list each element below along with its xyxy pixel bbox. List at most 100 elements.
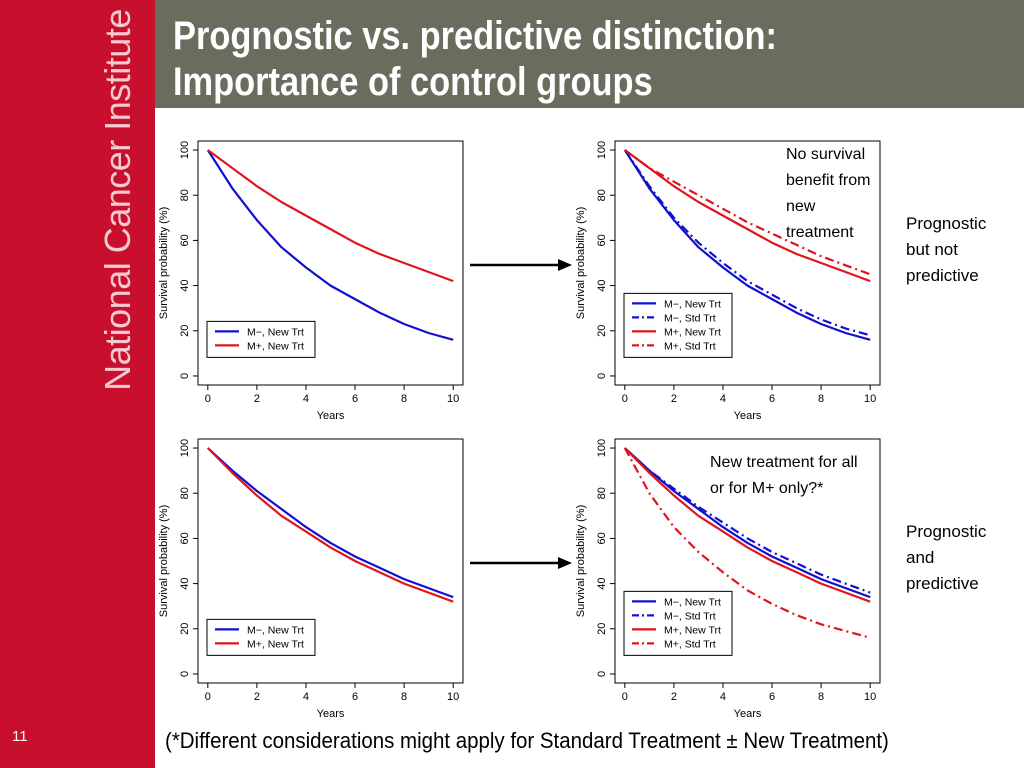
series-line [206,149,454,341]
legend-label: M−, New Trt [664,298,721,310]
arrow-right-icon [470,557,572,569]
x-axis-label: Years [317,708,345,718]
y-tick-label: 0 [596,373,608,379]
legend-label: M−, Std Trt [664,312,716,324]
series-line [624,447,871,603]
y-tick-label: 80 [596,189,608,201]
x-tick-label: 4 [303,691,309,703]
plot-frame [197,140,464,386]
y-tick-label: 100 [596,439,608,457]
legend-box [206,320,316,358]
slide-title-line-2: Importance of control groups [173,60,653,104]
y-axis-label: Survival probability (%) [575,207,587,319]
x-tick-label: 2 [254,393,260,405]
y-tick-label: 60 [596,532,608,544]
y-tick-label: 0 [179,671,191,677]
y-tick-label: 40 [596,279,608,291]
y-tick-label: 100 [596,141,608,159]
legend-box [206,618,316,656]
y-tick-label: 80 [179,487,191,499]
footnote: (*Different considerations might apply f… [165,728,889,753]
x-tick-label: 6 [769,691,775,703]
y-tick-label: 100 [179,141,191,159]
y-tick-label: 40 [179,279,191,291]
plot-frame [614,140,881,386]
series-line [624,149,871,283]
x-tick-label: 0 [622,691,628,703]
x-axis-label: Years [317,410,345,420]
conclusion-prognostic-not-predictive: Prognostic but not predictive [906,214,987,285]
y-tick-label: 20 [596,325,608,337]
y-tick-label: 80 [179,189,191,201]
y-tick-label: 20 [179,325,191,337]
plot-frame [197,438,464,684]
legend-label: M+, New Trt [247,340,304,352]
legend-label: M−, Std Trt [664,610,716,622]
legend-label: M+, Std Trt [664,638,716,650]
series-line [623,447,871,639]
y-axis-label: Survival probability (%) [158,505,170,617]
legend-label: M−, New Trt [247,326,304,338]
series-line [624,447,871,594]
series-line [207,447,454,603]
slide-header: Prognostic vs. predictive distinction: I… [155,0,1024,108]
x-tick-label: 4 [720,691,726,703]
arrow-right-icon [470,259,572,271]
x-tick-label: 10 [447,393,459,405]
y-tick-label: 80 [596,487,608,499]
x-tick-label: 2 [254,691,260,703]
x-tick-label: 8 [401,393,407,405]
y-tick-label: 20 [596,623,608,635]
series-line [624,149,871,276]
y-axis-label: Survival probability (%) [158,207,170,319]
legend-label: M+, Std Trt [664,340,716,352]
series-line [623,149,871,341]
x-tick-label: 6 [352,691,358,703]
y-tick-label: 40 [596,577,608,589]
y-axis-label: Survival probability (%) [575,505,587,617]
plot-frame [614,438,881,684]
series-line [207,447,454,599]
annotation-new-treatment-question: New treatment for all or for M+ only?* [710,454,858,497]
y-tick-label: 40 [179,577,191,589]
x-tick-label: 2 [671,393,677,405]
y-tick-label: 20 [179,623,191,635]
brand-wordmark: National Cancer Institute [97,9,138,391]
y-tick-label: 0 [179,373,191,379]
x-tick-label: 2 [671,691,677,703]
y-tick-label: 60 [179,234,191,246]
sidebar: National Cancer Institute 11 [0,0,155,768]
x-tick-label: 0 [205,393,211,405]
x-tick-label: 0 [205,691,211,703]
x-tick-label: 4 [720,393,726,405]
legend-label: M−, New Trt [247,624,304,636]
y-tick-label: 60 [596,234,608,246]
legend-label: M−, New Trt [664,596,721,608]
series-line [624,447,871,599]
series-line [207,149,454,283]
slide-number: 11 [12,728,28,745]
y-tick-label: 60 [179,532,191,544]
x-axis-label: Years [734,708,762,718]
x-tick-label: 10 [447,691,459,703]
series-line [623,149,871,337]
legend-label: M+, New Trt [664,624,721,636]
x-tick-label: 8 [818,691,824,703]
legend-label: M+, New Trt [247,638,304,650]
x-tick-label: 0 [622,393,628,405]
legend-label: M+, New Trt [664,326,721,338]
annotation-no-benefit: No survival benefit from new treatment [786,146,871,241]
x-tick-label: 6 [352,393,358,405]
x-tick-label: 6 [769,393,775,405]
y-tick-label: 100 [179,439,191,457]
x-tick-label: 4 [303,393,309,405]
conclusion-prognostic-and-predictive: Prognostic and predictive [906,522,987,593]
x-tick-label: 10 [864,393,876,405]
x-tick-label: 10 [864,691,876,703]
slide-title-line-1: Prognostic vs. predictive distinction: [173,14,778,58]
x-axis-label: Years [734,410,762,420]
